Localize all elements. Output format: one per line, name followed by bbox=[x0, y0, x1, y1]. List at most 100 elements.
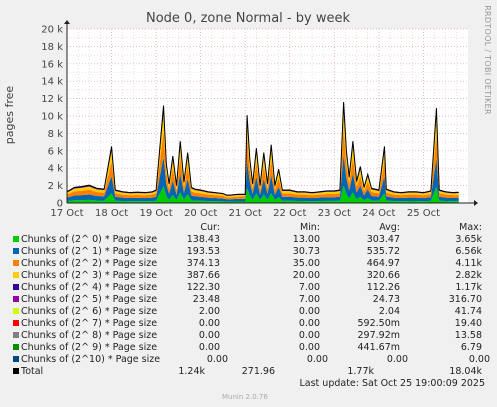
series-area bbox=[67, 154, 459, 202]
legend-series-name: Chunks of (2^ 9) * Page size bbox=[21, 342, 158, 353]
legend-value-cur: 23.48 bbox=[192, 294, 220, 305]
legend-swatch bbox=[13, 248, 19, 254]
legend-swatch bbox=[13, 320, 19, 326]
legend-value-min: 20.00 bbox=[292, 270, 320, 281]
legend-series-name: Total bbox=[21, 366, 44, 377]
legend-value-max: 2.82k bbox=[455, 270, 482, 281]
legend-series-name: Chunks of (2^ 7) * Page size bbox=[21, 318, 158, 329]
legend-value-min: 0.00 bbox=[298, 342, 320, 353]
legend-series-name: Chunks of (2^ 2) * Page size bbox=[21, 258, 158, 269]
legend-row: Chunks of (2^ 0) * Page size 138.43 13.00 3… bbox=[0, 234, 497, 246]
legend-value-min: 0.00 bbox=[298, 306, 320, 317]
legend-value-min: 7.00 bbox=[298, 294, 320, 305]
x-tick-label: 17 Oct bbox=[50, 208, 83, 219]
legend-value-cur: 2.00 bbox=[198, 306, 220, 317]
x-tick-label: 18 Oct bbox=[95, 208, 128, 219]
legend-value-cur: 138.43 bbox=[186, 234, 220, 245]
legend-header-avg: Avg: bbox=[379, 222, 400, 233]
legend-series-name: Chunks of (2^ 4) * Page size bbox=[21, 282, 158, 293]
legend-value-avg: 320.66 bbox=[366, 270, 400, 281]
legend-value-avg: 441.67m bbox=[357, 342, 401, 353]
y-axis-label: pages free bbox=[3, 86, 16, 145]
x-axis-arrow bbox=[474, 200, 478, 206]
legend-swatch bbox=[13, 344, 19, 350]
legend-swatch bbox=[13, 308, 19, 314]
legend-value-min: 30.73 bbox=[292, 246, 320, 257]
legend-value-max: 6.56k bbox=[455, 246, 482, 257]
legend-value-avg: 592.50m bbox=[357, 318, 401, 329]
rrdtool-credit: RRDTOOL / TOBI OETIKER bbox=[483, 5, 492, 115]
legend-swatch bbox=[13, 260, 19, 266]
legend-series-name: Chunks of (2^ 6) * Page size bbox=[21, 306, 158, 317]
x-tick-label: 23 Oct bbox=[318, 208, 351, 219]
legend-value-max: 1.17k bbox=[455, 282, 482, 293]
legend-value-avg: 464.97 bbox=[366, 258, 400, 269]
legend-value-max: 316.70 bbox=[448, 294, 482, 305]
legend-row: Chunks of (2^ 5) * Page size 23.48 7.00 24.… bbox=[0, 294, 497, 306]
y-axis-arrow bbox=[64, 20, 70, 24]
legend-value-avg: 24.73 bbox=[372, 294, 400, 305]
legend-series-name: Chunks of (2^ 0) * Page size bbox=[21, 234, 158, 245]
y-tick-label: 20 k bbox=[41, 25, 63, 36]
legend-value-cur: 0.00 bbox=[198, 330, 220, 341]
x-tick-label: 24 Oct bbox=[362, 208, 395, 219]
legend-series-name: Chunks of (2^ 8) * Page size bbox=[21, 330, 158, 341]
legend-value-min: 271.96 bbox=[241, 366, 275, 377]
x-tick-label: 20 Oct bbox=[184, 208, 217, 219]
munin-version: Munin 2.0.76 bbox=[222, 393, 268, 401]
legend-value-max: 13.58 bbox=[454, 330, 482, 341]
legend-value-avg: 535.72 bbox=[366, 246, 400, 257]
legend-value-max: 19.40 bbox=[454, 318, 482, 329]
legend-value-min: 0.00 bbox=[306, 354, 328, 365]
legend-row: Chunks of (2^ 9) * Page size 0.00 0.00 441.… bbox=[0, 342, 497, 354]
legend-row: Chunks of (2^ 1) * Page size 193.53 30.73 5… bbox=[0, 246, 497, 258]
axes bbox=[64, 20, 478, 206]
last-update: Last update: Sat Oct 25 19:00:09 2025 bbox=[299, 378, 485, 389]
legend-swatch bbox=[13, 368, 19, 374]
legend-value-avg: 112.26 bbox=[366, 282, 400, 293]
legend-swatch bbox=[13, 296, 19, 302]
legend-row: Chunks of (2^ 8) * Page size 0.00 0.00 297.… bbox=[0, 330, 497, 342]
y-tick-label: 12 k bbox=[41, 94, 63, 105]
legend-row: Chunks of (2^ 6) * Page size 2.00 0.00 2.04… bbox=[0, 306, 497, 318]
legend-series-name: Chunks of (2^10) * Page size bbox=[21, 354, 161, 365]
legend-value-avg: 1.77k bbox=[347, 366, 374, 377]
legend-header: Cur: Min: Avg: Max: bbox=[0, 222, 497, 234]
legend-value-max: 18.04k bbox=[449, 366, 482, 377]
y-tick-label: 2 k bbox=[48, 181, 64, 192]
legend-header-max: Max: bbox=[459, 222, 482, 233]
legend-value-cur: 374.13 bbox=[186, 258, 220, 269]
legend-series-name: Chunks of (2^ 1) * Page size bbox=[21, 246, 158, 257]
series-area bbox=[67, 109, 459, 198]
legend-series-name: Chunks of (2^ 3) * Page size bbox=[21, 270, 158, 281]
legend-value-max: 3.65k bbox=[455, 234, 482, 245]
legend-value-min: 0.00 bbox=[298, 330, 320, 341]
chart-title: Node 0, zone Normal - by week bbox=[146, 11, 350, 26]
y-tick-label: 8 k bbox=[48, 129, 64, 140]
legend-row: Chunks of (2^ 7) * Page size 0.00 0.00 592.… bbox=[0, 318, 497, 330]
legend-row: Total 1.24k 271.96 1.77k 18.04k bbox=[0, 366, 497, 378]
legend-value-cur: 0.00 bbox=[206, 354, 228, 365]
chart: Node 0, zone Normal - by week pages free… bbox=[3, 5, 492, 219]
legend-row: Chunks of (2^10) * Page size 0.00 0.00 0.00… bbox=[0, 354, 497, 366]
legend-value-max: 6.79 bbox=[460, 342, 482, 353]
legend-value-max: 0.00 bbox=[468, 354, 490, 365]
legend-value-min: 13.00 bbox=[292, 234, 320, 245]
legend-value-avg: 2.04 bbox=[378, 306, 400, 317]
y-tick-label: 18 k bbox=[41, 42, 63, 53]
y-tick-labels: 0 2 k 4 k 6 k 8 k 10 k 12 k 14 k 16 k 18 k 20 k bbox=[41, 25, 63, 210]
legend-value-min: 0.00 bbox=[298, 318, 320, 329]
y-tick-label: 6 k bbox=[48, 146, 64, 157]
series-area bbox=[67, 185, 459, 203]
legend-value-avg: 0.00 bbox=[386, 354, 408, 365]
legend-row: Chunks of (2^ 4) * Page size 122.30 7.00 11… bbox=[0, 282, 497, 294]
legend-value-min: 7.00 bbox=[298, 282, 320, 293]
x-tick-label: 19 Oct bbox=[140, 208, 173, 219]
stacked-areas bbox=[66, 102, 459, 203]
legend-swatch bbox=[13, 272, 19, 278]
legend-value-min: 35.00 bbox=[292, 258, 320, 269]
legend-value-cur: 122.30 bbox=[186, 282, 220, 293]
legend-row: Chunks of (2^ 3) * Page size 387.66 20.00 3… bbox=[0, 270, 497, 282]
legend-value-max: 4.11k bbox=[455, 258, 482, 269]
x-tick-label: 22 Oct bbox=[273, 208, 306, 219]
